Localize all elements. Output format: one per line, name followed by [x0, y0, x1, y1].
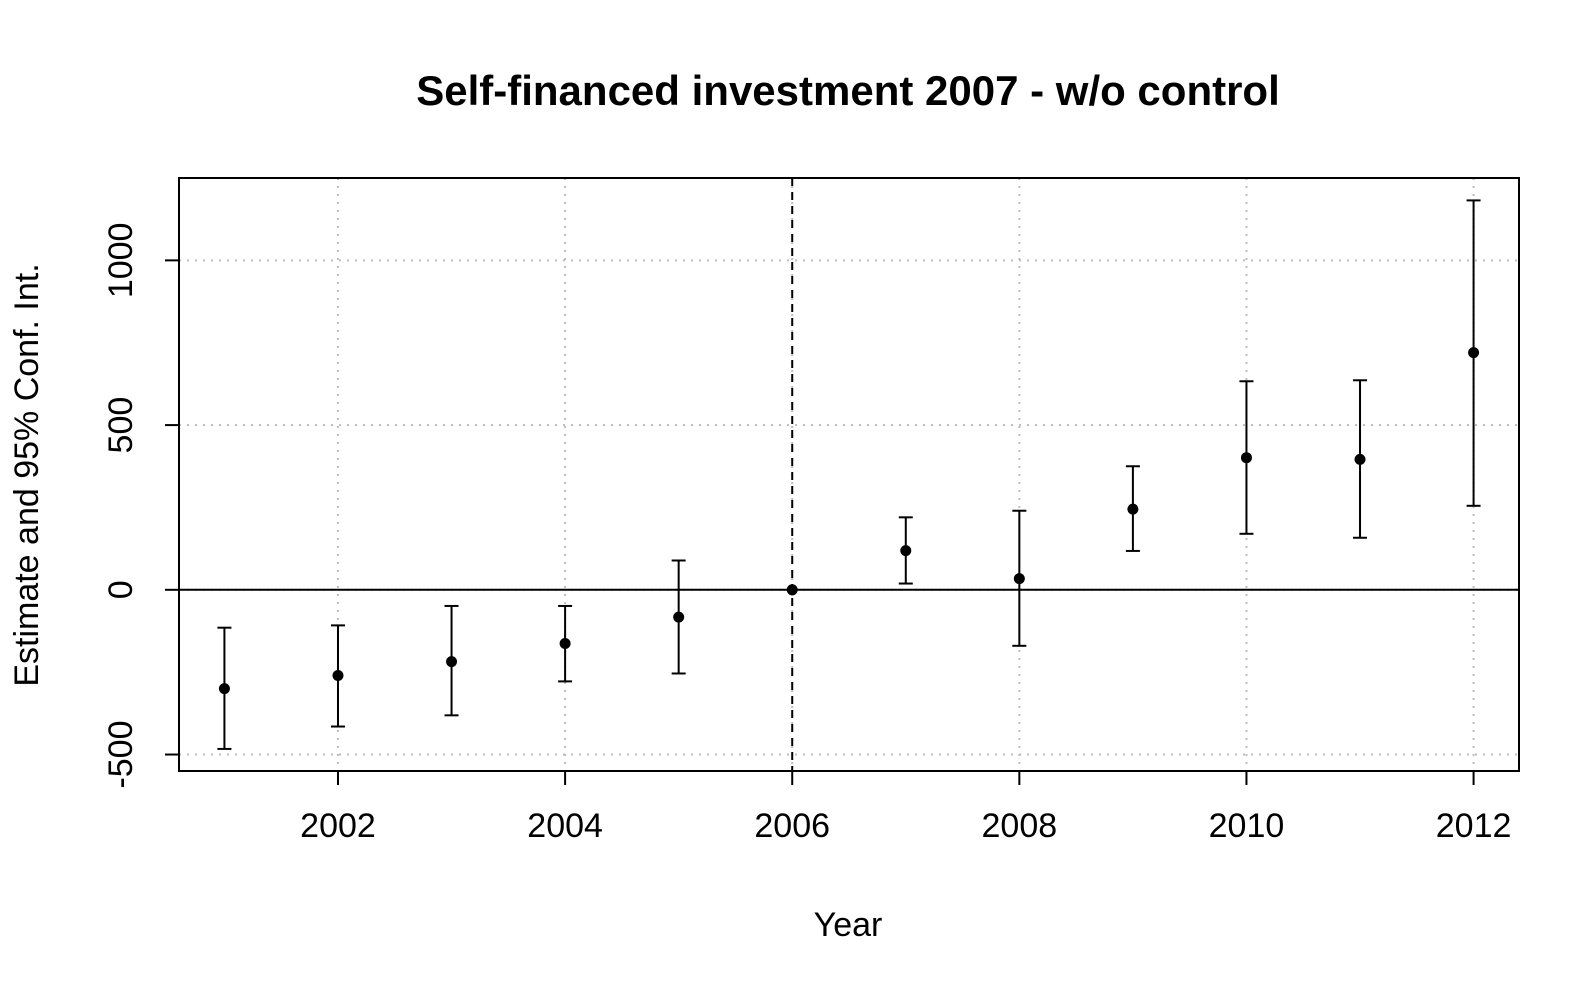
- confidence-intervals: [217, 199, 1481, 750]
- plot-frame: [178, 177, 1520, 772]
- data-point: [1468, 347, 1480, 359]
- data-point: [332, 669, 344, 681]
- y-tick-label: 1000: [102, 223, 140, 299]
- x-tick-label: 2006: [754, 807, 830, 845]
- x-tick-label: 2004: [527, 807, 603, 845]
- y-tick-label: -500: [102, 720, 140, 788]
- data-point: [900, 545, 912, 557]
- y-tick-label: 0: [102, 580, 140, 599]
- data-point: [1013, 573, 1025, 585]
- data-point: [1240, 452, 1252, 464]
- data-point: [1354, 453, 1366, 465]
- y-tick-label: 500: [102, 397, 140, 454]
- x-axis: 2002 2004 2006 2008 2010 2012: [300, 771, 1511, 845]
- estimate-points: [218, 347, 1480, 695]
- data-point: [446, 656, 458, 668]
- grid: [179, 178, 1519, 771]
- x-tick-label: 2002: [300, 807, 376, 845]
- data-point: [673, 611, 685, 623]
- x-tick-label: 2012: [1436, 807, 1512, 845]
- data-point: [786, 584, 798, 596]
- y-axis: -500 0 500 1000: [102, 223, 179, 789]
- x-tick-label: 2010: [1209, 807, 1285, 845]
- data-point: [1127, 503, 1139, 515]
- reference-lines: [179, 178, 1519, 771]
- x-tick-label: 2008: [982, 807, 1058, 845]
- data-point: [218, 683, 230, 695]
- y-axis-label: Estimate and 95% Conf. Int.: [8, 263, 46, 686]
- chart-title: Self-financed investment 2007 - w/o cont…: [416, 67, 1280, 114]
- x-axis-label: Year: [814, 906, 883, 944]
- data-point: [559, 638, 571, 650]
